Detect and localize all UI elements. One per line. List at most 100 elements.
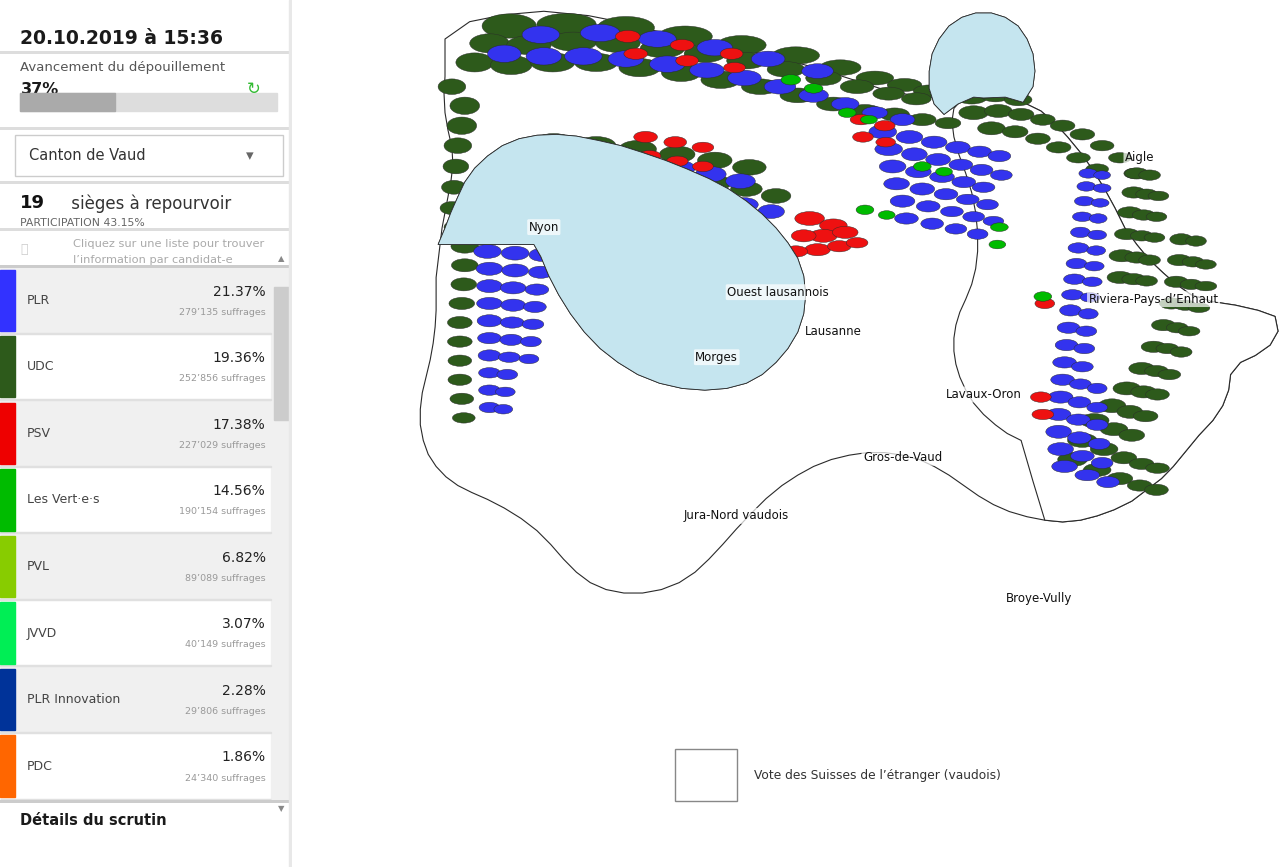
Ellipse shape: [1074, 343, 1094, 354]
Bar: [0, 469, 15, 531]
Ellipse shape: [1083, 277, 1102, 286]
Ellipse shape: [1034, 291, 1052, 302]
Bar: [0, 401, 271, 466]
Text: Lausanne: Lausanne: [805, 325, 861, 337]
Ellipse shape: [1036, 298, 1055, 309]
Ellipse shape: [946, 141, 970, 153]
Ellipse shape: [1079, 168, 1098, 179]
Ellipse shape: [901, 147, 927, 161]
Ellipse shape: [1088, 439, 1110, 449]
Ellipse shape: [1174, 300, 1196, 310]
Ellipse shape: [488, 45, 521, 62]
Ellipse shape: [1093, 171, 1111, 179]
Ellipse shape: [470, 226, 499, 242]
Bar: [0, 333, 271, 334]
Ellipse shape: [442, 180, 466, 194]
Ellipse shape: [1098, 399, 1126, 413]
Ellipse shape: [1152, 320, 1175, 330]
Ellipse shape: [451, 394, 474, 404]
Ellipse shape: [1119, 429, 1144, 441]
Text: 17.38%: 17.38%: [212, 418, 265, 432]
Text: sièges à repourvoir: sièges à repourvoir: [65, 194, 230, 212]
Ellipse shape: [767, 62, 805, 77]
Text: PLR Innovation: PLR Innovation: [27, 693, 120, 706]
Ellipse shape: [925, 153, 951, 166]
Ellipse shape: [956, 194, 979, 205]
Ellipse shape: [727, 70, 762, 86]
Text: 2.28%: 2.28%: [221, 684, 265, 698]
Polygon shape: [929, 13, 1036, 114]
Ellipse shape: [470, 34, 509, 53]
Ellipse shape: [451, 277, 476, 291]
Ellipse shape: [1092, 458, 1114, 468]
Ellipse shape: [879, 160, 906, 173]
Ellipse shape: [1093, 184, 1111, 192]
Ellipse shape: [1068, 396, 1091, 407]
Ellipse shape: [1108, 153, 1132, 163]
Ellipse shape: [522, 319, 544, 329]
Ellipse shape: [476, 297, 502, 310]
Ellipse shape: [1087, 383, 1107, 394]
Ellipse shape: [1071, 362, 1093, 372]
Ellipse shape: [936, 167, 952, 176]
Ellipse shape: [1002, 126, 1028, 138]
Ellipse shape: [620, 58, 660, 77]
Ellipse shape: [549, 32, 598, 51]
Bar: [0, 51, 292, 54]
Ellipse shape: [860, 115, 877, 124]
Ellipse shape: [440, 201, 463, 215]
Ellipse shape: [1130, 231, 1153, 241]
Ellipse shape: [772, 47, 819, 64]
Ellipse shape: [1089, 214, 1107, 224]
Ellipse shape: [1091, 442, 1117, 456]
Ellipse shape: [662, 64, 701, 81]
Bar: [0, 532, 271, 533]
Text: 21.37%: 21.37%: [212, 284, 265, 298]
Ellipse shape: [1032, 409, 1053, 420]
Ellipse shape: [623, 48, 648, 59]
Ellipse shape: [549, 157, 588, 176]
Ellipse shape: [449, 297, 475, 310]
Bar: [0, 270, 15, 331]
Ellipse shape: [663, 160, 695, 176]
Ellipse shape: [879, 108, 910, 121]
Ellipse shape: [490, 55, 532, 75]
Ellipse shape: [764, 79, 796, 94]
Ellipse shape: [608, 50, 644, 67]
Ellipse shape: [819, 60, 861, 75]
Ellipse shape: [1052, 357, 1076, 368]
Ellipse shape: [497, 369, 517, 380]
Ellipse shape: [640, 39, 685, 57]
Ellipse shape: [896, 130, 923, 143]
Ellipse shape: [1066, 258, 1087, 269]
Ellipse shape: [1117, 406, 1143, 418]
Bar: [0, 599, 271, 600]
Ellipse shape: [1051, 121, 1075, 131]
Text: Broye-Vully: Broye-Vully: [1006, 592, 1073, 604]
Ellipse shape: [639, 30, 676, 47]
Ellipse shape: [1070, 451, 1094, 461]
Ellipse shape: [1139, 170, 1161, 180]
Ellipse shape: [448, 316, 472, 329]
Ellipse shape: [984, 104, 1012, 118]
Ellipse shape: [557, 146, 591, 163]
Text: l’information par candidat-e: l’information par candidat-e: [73, 255, 233, 265]
Ellipse shape: [1146, 388, 1170, 401]
Ellipse shape: [874, 121, 895, 131]
Text: Canton de Vaud: Canton de Vaud: [29, 148, 146, 163]
Ellipse shape: [608, 173, 640, 189]
Ellipse shape: [1121, 274, 1146, 284]
Text: 190’154 suffrages: 190’154 suffrages: [179, 507, 265, 517]
Ellipse shape: [723, 62, 745, 73]
Ellipse shape: [477, 332, 502, 343]
Ellipse shape: [959, 106, 988, 120]
Ellipse shape: [1088, 230, 1107, 239]
Ellipse shape: [530, 231, 558, 244]
Ellipse shape: [580, 24, 620, 42]
Text: ▼: ▼: [278, 804, 285, 812]
Ellipse shape: [593, 149, 627, 166]
Ellipse shape: [1084, 262, 1105, 271]
Ellipse shape: [672, 184, 701, 199]
Ellipse shape: [977, 199, 998, 210]
Ellipse shape: [1005, 94, 1032, 106]
